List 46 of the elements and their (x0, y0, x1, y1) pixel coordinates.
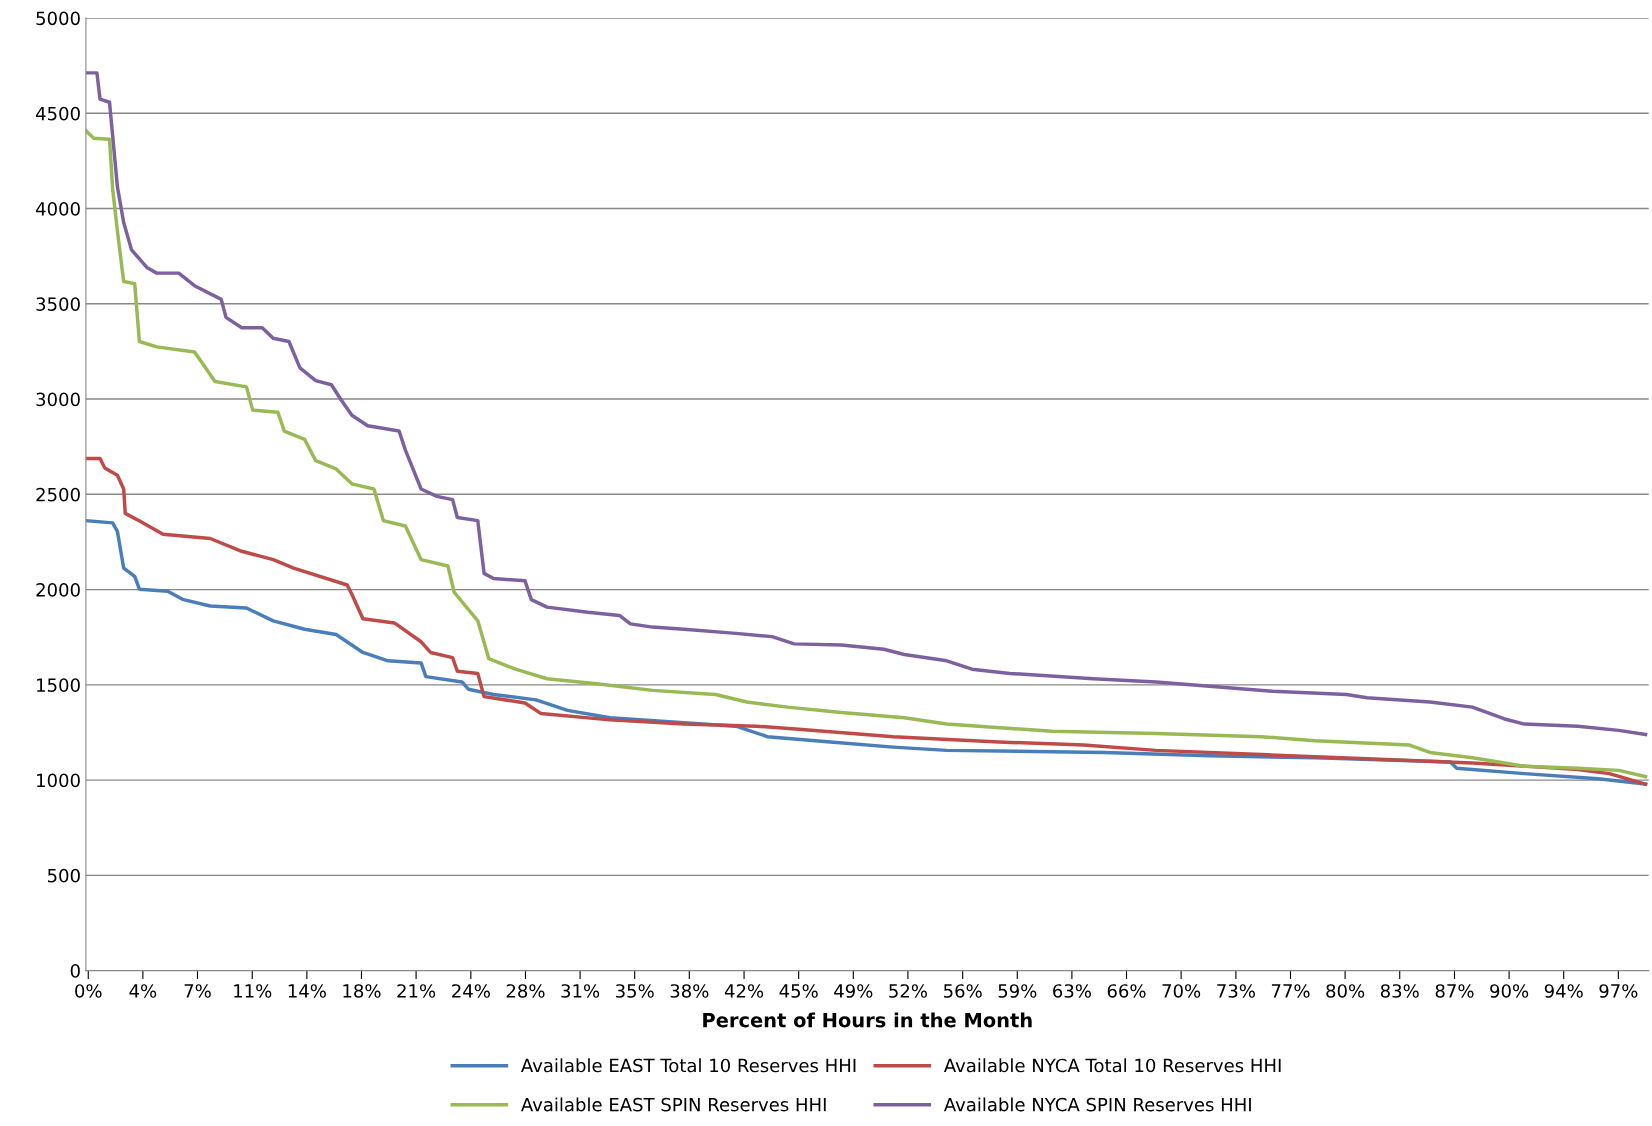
x-tick-label: 45% (779, 984, 818, 998)
x-tick-label: 90% (1490, 984, 1529, 998)
x-tick-label: 49% (834, 984, 873, 998)
x-tick-label: 80% (1326, 984, 1365, 998)
legend-label: Available EAST Total 10 Reserves HHI (521, 1058, 856, 1073)
x-tick-label: 4% (129, 984, 157, 998)
x-tick-label: 77% (1271, 984, 1310, 998)
x-tick-label: 59% (998, 984, 1037, 998)
x-tick-label: 7% (184, 984, 211, 998)
x-tick-label: 56% (944, 984, 982, 998)
x-tick-label: 38% (670, 984, 709, 998)
x-tick-label: 94% (1544, 984, 1583, 998)
y-tick-label: 0 (70, 964, 80, 978)
line-series (85, 456, 1648, 786)
x-tick-label: 42% (724, 984, 764, 998)
y-tick-label: 4500 (35, 106, 80, 121)
x-tick-label: 66% (1107, 984, 1146, 998)
y-tick-label: 4000 (35, 201, 80, 216)
x-tick-label: 63% (1053, 984, 1091, 998)
x-tick-label: 73% (1217, 984, 1255, 998)
x-tick-label: 24% (452, 984, 490, 998)
legend-label: Available NYCA Total 10 Reserves HHI (943, 1058, 1281, 1073)
legend-label: Available NYCA SPIN Reserves HHI (943, 1097, 1251, 1112)
x-tick-label: 14% (288, 984, 326, 998)
x-tick-label: 70% (1162, 984, 1201, 998)
x-tick-label: 28% (506, 984, 545, 998)
y-tick-label: 3500 (36, 297, 80, 311)
legend-label: Available EAST SPIN Reserves HHI (521, 1097, 826, 1112)
y-tick-label: 1000 (37, 773, 80, 788)
x-tick-label: 18% (343, 984, 381, 998)
y-tick-label: 3000 (36, 392, 80, 407)
x-tick-label: 21% (397, 984, 436, 998)
y-tick-label: 1500 (37, 678, 80, 692)
x-axis-title: Percent of Hours in the Month (703, 1012, 1032, 1028)
x-tick-label: 97% (1599, 984, 1638, 998)
y-tick-label: 2000 (36, 583, 80, 597)
x-tick-label: 35% (616, 984, 654, 998)
x-tick-label: 87% (1435, 984, 1474, 998)
x-tick-label: 83% (1380, 984, 1419, 998)
x-tick-label: 11% (234, 984, 272, 998)
y-tick-label: 2500 (36, 487, 80, 502)
x-tick-label: 31% (561, 984, 600, 998)
y-tick-label: 500 (47, 868, 80, 883)
x-tick-label: 52% (889, 984, 927, 998)
y-tick-label: 5000 (36, 11, 80, 26)
x-tick-label: 0% (75, 984, 102, 998)
